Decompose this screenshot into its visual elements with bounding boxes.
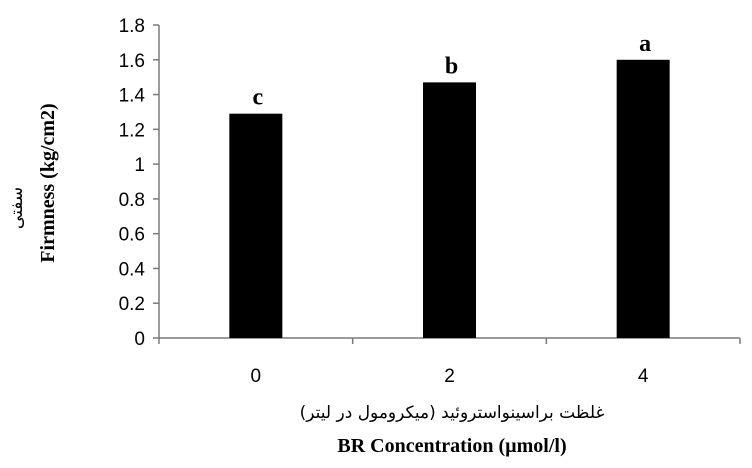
y-tick-label: 0.2	[119, 294, 145, 315]
y-tick-label: 1.8	[119, 16, 145, 37]
y-tick-label: 1	[134, 155, 145, 176]
bar	[423, 82, 476, 338]
y-axis-title-persian: سفتی	[7, 187, 27, 229]
y-tick-label: 0.6	[119, 225, 145, 246]
x-axis-title: BR Concentration (µmol/l)	[337, 435, 566, 457]
bar	[229, 113, 283, 338]
significance-letter: c	[253, 85, 264, 111]
x-tick-label: 0	[251, 366, 262, 387]
x-tick-label: 4	[638, 366, 649, 387]
y-ticks: 0 0.2 0.4 0.6 0.8 1 1.2 1.4 1.6 1.8	[119, 16, 159, 350]
x-axis-title-persian: غلظت براسینواستروئید (میکرومول در لیتر)	[300, 403, 605, 423]
x-ticks: 0 2 4	[158, 338, 741, 387]
y-tick-label: 0	[134, 329, 145, 350]
significance-letter: b	[445, 53, 458, 79]
y-tick-label: 1.4	[119, 86, 146, 107]
bar	[616, 59, 670, 339]
x-tick-label: 2	[444, 366, 455, 387]
significance-letter: a	[639, 31, 651, 57]
y-tick-label: 0.4	[119, 259, 146, 280]
y-tick-label: 1.2	[119, 120, 145, 141]
y-tick-label: 1.6	[119, 51, 145, 72]
y-tick-label: 0.8	[119, 190, 145, 211]
y-axis-title: Firmness (kg/cm2)	[37, 103, 59, 262]
significance-letters: c b a	[253, 31, 652, 111]
bars	[229, 59, 670, 339]
